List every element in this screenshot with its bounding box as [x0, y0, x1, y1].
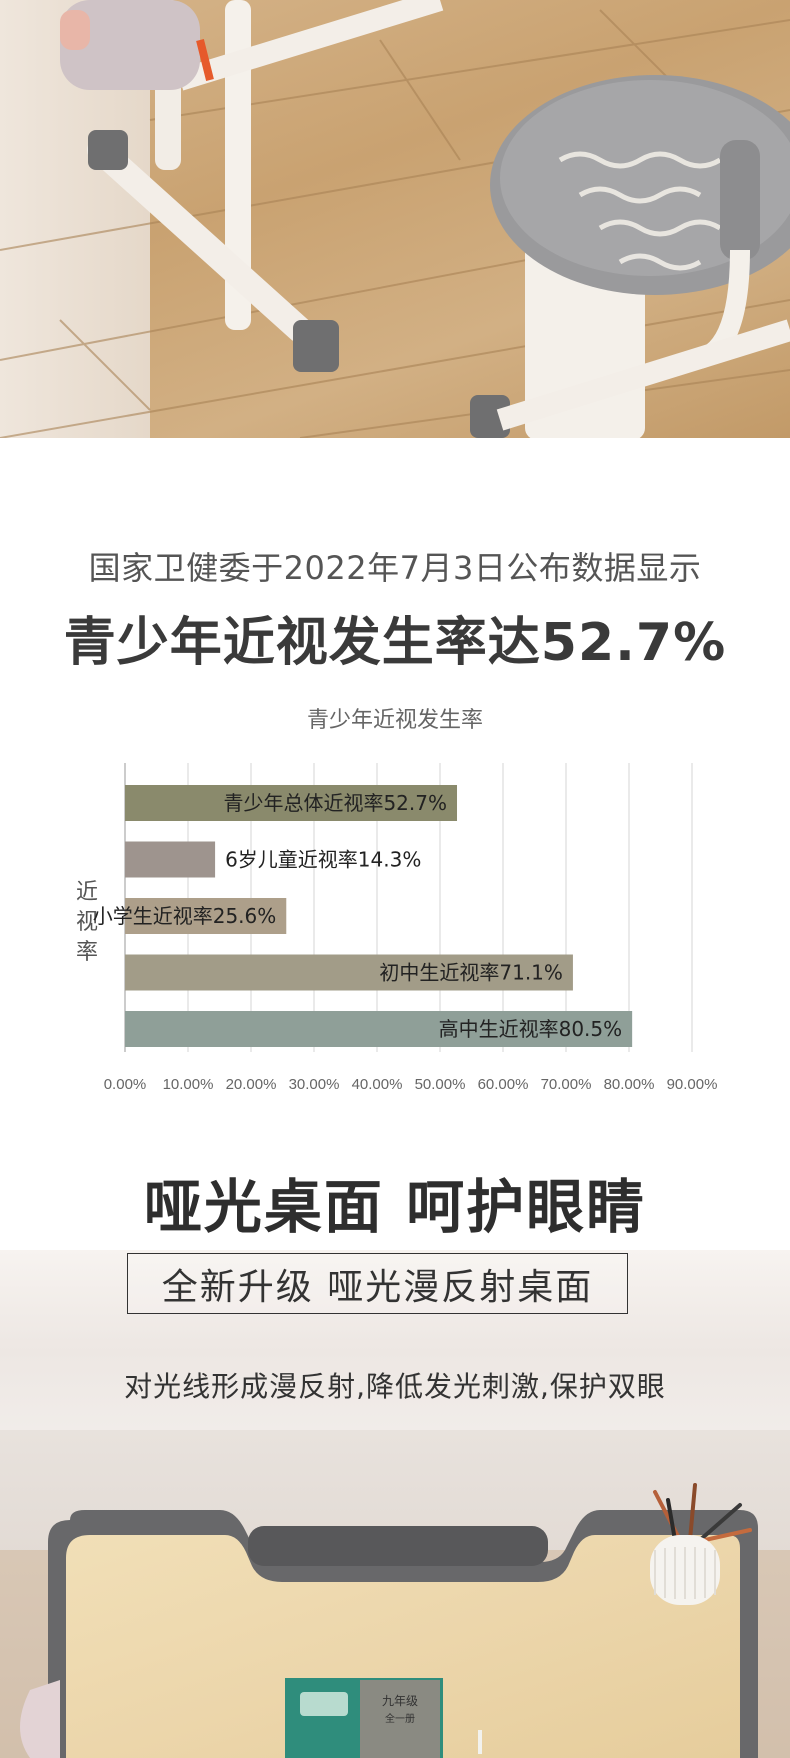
- bar: [125, 841, 216, 878]
- bar: [125, 785, 458, 821]
- upgrade-callout-box: 全新升级 哑光漫反射桌面: [127, 1253, 628, 1314]
- myopia-headline: 青少年近视发生率达52.7%: [63, 613, 727, 673]
- textbook: 九年级 全一册: [285, 1678, 482, 1758]
- x-tick-label: 80.00%: [604, 1076, 655, 1093]
- x-tick-label: 60.00%: [478, 1076, 529, 1093]
- x-tick-label: 10.00%: [163, 1076, 214, 1093]
- bar: [125, 898, 287, 934]
- pen-holder: [650, 1483, 752, 1605]
- myopia-bar-chart: 0.00% 10.00% 20.00% 30.00% 40.00% 50.00% 60.00…: [93, 763, 718, 1093]
- desk-board: [48, 1510, 758, 1758]
- x-tick-label: 70.00%: [541, 1076, 592, 1093]
- book-title-line1: 九年级: [382, 1694, 418, 1708]
- data-source-subtitle: 国家卫健委于2022年7月3日公布数据显示: [88, 549, 702, 587]
- chart-title: 青少年近视发生率: [306, 708, 483, 733]
- upgrade-callout-text: 全新升级 哑光漫反射桌面: [161, 1266, 594, 1308]
- bar-data-label: 青少年总体近视率52.7%: [223, 791, 447, 815]
- matte-desktop-description: 对光线形成漫反射,降低发光刺激,保护双眼: [124, 1370, 666, 1403]
- chair: [470, 75, 790, 438]
- bar-data-label: 高中生近视率80.5%: [439, 1017, 623, 1041]
- x-tick-label: 90.00%: [667, 1076, 718, 1093]
- bar: [125, 1011, 633, 1047]
- bar: [125, 954, 573, 991]
- backpack: [60, 0, 214, 90]
- x-tick-label: 0.00%: [104, 1076, 147, 1093]
- x-tick-label: 20.00%: [226, 1076, 277, 1093]
- bar-data-label: 6岁儿童近视率14.3%: [225, 848, 421, 872]
- bar-data-label: 初中生近视率71.1%: [379, 961, 563, 985]
- bar-data-label: 小学生近视率25.6%: [93, 904, 277, 928]
- side-bag: [20, 1680, 60, 1758]
- chart-y-axis-label: 近视率: [75, 880, 98, 965]
- x-tick-label: 30.00%: [289, 1076, 340, 1093]
- book-title-line2: 全一册: [385, 1712, 415, 1725]
- desk-top-illustration: 九年级 全一册: [0, 1430, 790, 1758]
- x-tick-label: 40.00%: [352, 1076, 403, 1093]
- desk-chair-photo: [0, 0, 790, 438]
- matte-desktop-title: 哑光桌面 呵护眼睛: [143, 1173, 647, 1241]
- floor-planks: [0, 0, 790, 438]
- x-tick-label: 50.00%: [415, 1076, 466, 1093]
